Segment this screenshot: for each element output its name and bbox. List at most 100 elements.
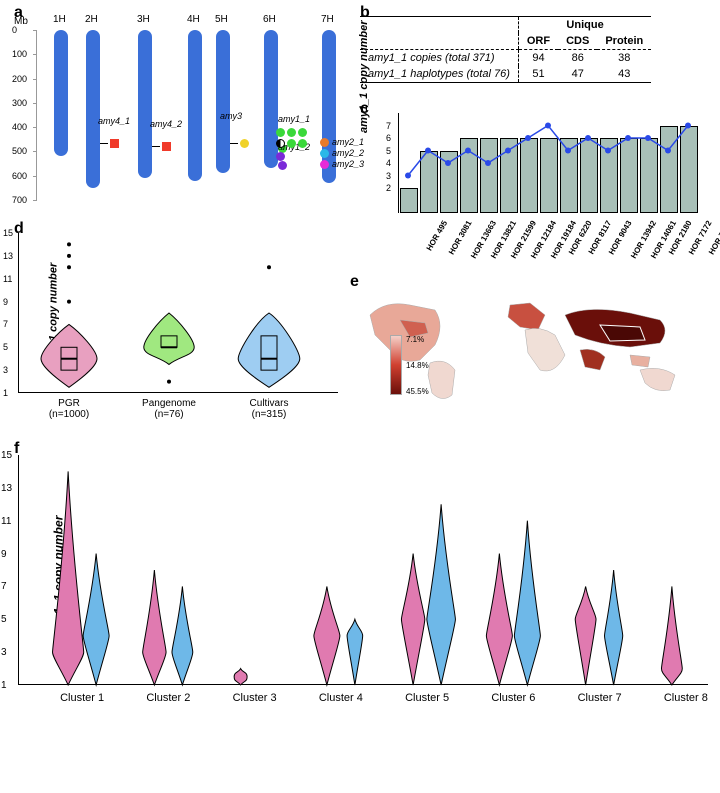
c-xlabel: HOR 3081 — [447, 219, 474, 256]
c-ytick: 7 — [386, 121, 391, 131]
unique-table: Unique ORFCDSProtein amy1_1 copies (tota… — [360, 16, 651, 83]
panel-e-map: 7.1% 14.8% 45.5% — [350, 275, 710, 435]
chrom-label: 6H — [263, 14, 276, 25]
chromosome — [264, 30, 278, 168]
chrom-label: 7H — [321, 14, 334, 25]
legend-marker-amy2_3 — [320, 160, 329, 169]
th-cds: CDS — [558, 33, 597, 50]
c-ytick: 3 — [386, 171, 391, 181]
f-xlabel: Cluster 3 — [220, 692, 290, 704]
d-ytick: 1 — [3, 388, 8, 398]
f-xlabel: Cluster 4 — [306, 692, 376, 704]
amy1-copy-icon — [298, 128, 307, 137]
gene-label: amy4_2 — [150, 119, 182, 129]
d-ytick: 11 — [3, 274, 12, 284]
world-map — [350, 275, 710, 415]
amy1-copy-icon — [276, 128, 285, 137]
chromosome — [54, 30, 68, 156]
gene-marker-amy3 — [240, 139, 249, 148]
d-ytick: 3 — [3, 365, 8, 375]
amy1-copy-icon — [287, 139, 296, 148]
row1-orf: 51 — [518, 66, 558, 83]
d-xlabel: PGR(n=1000) — [29, 398, 109, 420]
legend-1: 14.8% — [406, 361, 429, 370]
panel-f-violin: amy1_1 copy number 13579111315 Cluster 1… — [10, 445, 710, 725]
th-protein: Protein — [597, 33, 651, 50]
f-ytick: 3 — [1, 647, 7, 658]
f-xlabel: Cluster 2 — [133, 692, 203, 704]
f-xlabel: Cluster 6 — [478, 692, 548, 704]
d-xlabel: Pangenome(n=76) — [129, 398, 209, 420]
legend-marker-amy2_1 — [320, 138, 329, 147]
row0-orf: 94 — [518, 50, 558, 67]
legend-marker-amy2_2 — [320, 149, 329, 158]
chrom-label: 1H — [53, 14, 66, 25]
mb-scale: Mb 0100200300400500600700 — [10, 30, 40, 200]
d-ytick: 15 — [3, 228, 13, 238]
c-xlabel: HOR 495 — [425, 219, 449, 252]
scale-tick: 200 — [12, 74, 27, 84]
scale-tick: 700 — [12, 195, 27, 205]
c-ytick: 5 — [386, 146, 391, 156]
gene-label: amy1_1 — [278, 114, 310, 124]
th-orf: ORF — [518, 33, 558, 50]
panel-a-chromosomes: Mb 0100200300400500600700 1H2H3H4H5H6H7H… — [10, 10, 350, 210]
chrom-label: 5H — [215, 14, 228, 25]
f-ytick: 7 — [1, 581, 7, 592]
legend-2: 45.5% — [406, 387, 429, 396]
th-unique: Unique — [518, 17, 651, 34]
scale-tick: 0 — [12, 25, 17, 35]
f-xlabel: Cluster 7 — [565, 692, 635, 704]
chrom-label: 2H — [85, 14, 98, 25]
legend-0: 7.1% — [406, 335, 424, 344]
scale-tick: 100 — [12, 49, 27, 59]
chromosome — [138, 30, 152, 178]
row0-cds: 86 — [558, 50, 597, 67]
gene-marker-amy4_2 — [162, 142, 171, 151]
chromosome — [86, 30, 100, 188]
c-ylabel: amy1_1 copy number — [358, 21, 370, 134]
amy1-copy-icon — [276, 139, 285, 148]
map-legend: 7.1% 14.8% 45.5% — [390, 335, 402, 395]
amy1-copy-icon — [298, 139, 307, 148]
c-ytick: 4 — [386, 158, 391, 168]
row0-label: amy1_1 copies (total 371) — [360, 50, 518, 67]
chrom-label: 3H — [137, 14, 150, 25]
row1-cds: 47 — [558, 66, 597, 83]
f-xlabel: Cluster 5 — [392, 692, 462, 704]
d-ytick: 7 — [3, 319, 8, 329]
d-ytick: 5 — [3, 342, 8, 352]
gene-label: amy4_1 — [98, 116, 130, 126]
panel-c-chart: amy1_1 copy number 234567 HOR 495HOR 308… — [360, 105, 710, 265]
chromosome — [188, 30, 202, 181]
panel-d-violin: amy1_1 copy number 13579111315 PGR(n=100… — [10, 225, 340, 425]
f-ytick: 9 — [1, 549, 7, 560]
amy1-copy-icon — [287, 128, 296, 137]
row0-prot: 38 — [597, 50, 651, 67]
c-ytick: 6 — [386, 133, 391, 143]
d-xlabel: Cultivars(n=315) — [229, 398, 309, 420]
gene-marker-amy4_1 — [110, 139, 119, 148]
row1-prot: 43 — [597, 66, 651, 83]
scale-tick: 500 — [12, 146, 27, 156]
scale-tick: 400 — [12, 122, 27, 132]
f-ytick: 1 — [1, 680, 7, 691]
f-ytick: 11 — [1, 516, 11, 527]
row1-label: amy1_1 haplotypes (total 76) — [360, 66, 518, 83]
scale-tick: 600 — [12, 171, 27, 181]
f-xlabel: Cluster 8 — [651, 692, 720, 704]
c-ytick: 2 — [386, 183, 391, 193]
d-ytick: 9 — [3, 297, 8, 307]
chrom-label: 4H — [187, 14, 200, 25]
panel-b-table: Unique ORFCDSProtein amy1_1 copies (tota… — [360, 10, 710, 100]
chromosome — [216, 30, 230, 173]
gene-marker-amy1_2 — [278, 161, 287, 170]
f-ytick: 13 — [1, 483, 12, 494]
d-ytick: 13 — [3, 251, 13, 261]
gene-label: amy3 — [220, 111, 242, 121]
amy1-2-icon — [276, 152, 285, 161]
f-ytick: 5 — [1, 614, 7, 625]
scale-tick: 300 — [12, 98, 27, 108]
f-ytick: 15 — [1, 450, 12, 461]
f-xlabel: Cluster 1 — [47, 692, 117, 704]
